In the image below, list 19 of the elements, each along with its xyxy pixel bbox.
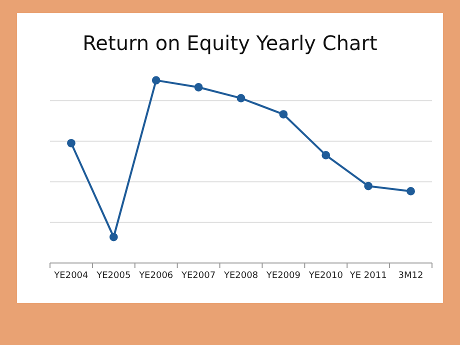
point (406, 187, 415, 196)
chart-title: Return on Equity Yearly Chart (82, 31, 378, 55)
x-tick-label: YE2008 (222, 271, 258, 281)
x-tick-label: YE2009 (265, 271, 301, 281)
point (279, 110, 288, 118)
point (67, 138, 76, 148)
point (236, 94, 246, 102)
x-tick-label: YE 2011 (348, 271, 387, 281)
x-tick-label: YE2006 (138, 271, 174, 281)
x-tick-label: YE2004 (53, 271, 89, 281)
x-tick-label: YE2005 (96, 271, 131, 281)
x-tick-label: YE2007 (180, 271, 216, 281)
point (109, 232, 118, 242)
x-tick-label: YE2010 (308, 271, 344, 281)
point (194, 83, 203, 92)
point (322, 151, 330, 160)
point (152, 76, 160, 84)
x-tick-label: 3M12 (398, 271, 424, 281)
point (364, 182, 373, 190)
